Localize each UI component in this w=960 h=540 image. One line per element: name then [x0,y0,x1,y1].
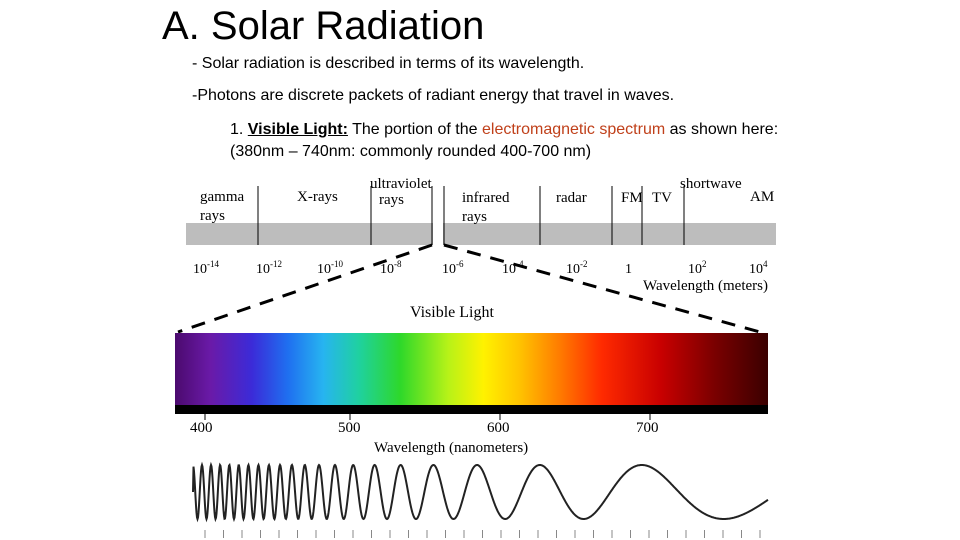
wave-axis-ticks [204,530,761,538]
band-gamma-line1: gamma [200,189,244,205]
band-tv: TV [652,190,672,206]
wavelength-label-3: 10-8 [380,259,402,277]
nanometers-axis-label: Wavelength (nanometers) [374,440,528,456]
band-infrared-line2: rays [462,209,487,225]
tick-500: 500 [338,420,361,436]
visible-axis-band [175,405,768,414]
wavelength-label-6: 10-2 [566,259,588,277]
band-ultraviolet-line1: ultraviolet [370,176,432,192]
band-dividers [257,186,685,245]
wavelength-label-2: 10-10 [317,259,343,277]
wavelength-label-7: 1 [625,262,632,277]
wavelength-label-8: 102 [688,259,707,277]
wavelength-label-1: 10-12 [256,259,282,277]
band-xrays: X-rays [297,189,338,205]
band-infrared-line1: infrared [462,190,510,206]
wavelength-label-0: 10-14 [193,259,219,277]
electromagnetic-spectrum-highlight: electromagnetic spectrum [481,121,666,138]
visible-light-term: Visible Light: [247,121,348,138]
subpoint-text-after: as shown here: (380nm – 740nm: commonly … [230,121,779,160]
band-am: AM [750,189,774,205]
wavelength-meter-labels: 10-14 10-12 10-10 10-8 10-6 10-4 10-2 1 102 104 [193,259,768,277]
band-gamma-line2: rays [200,208,225,224]
slide-title: A. Solar Radiation [162,4,485,48]
wavelength-label-4: 10-6 [442,259,464,277]
tick-700: 700 [636,420,659,436]
spectrum-strip [186,223,776,245]
band-fm: FM [621,190,643,206]
subpoint-text-before: The portion of the [352,121,478,138]
tick-600: 600 [487,420,510,436]
band-radar: radar [556,190,587,206]
zoom-lines [177,243,761,334]
bullet-photons: -Photons are discrete packets of radiant… [192,87,675,104]
visible-ticks [204,410,651,420]
visible-gap [433,223,443,245]
wave-illustration [192,461,769,523]
visible-light-label: Visible Light [410,304,494,321]
wavelength-label-9: 104 [749,259,768,277]
bullet-wavelength: - Solar radiation is described in terms … [192,55,585,72]
visible-light-subpoint: 1. Visible Light: The portion of the ele… [230,119,790,163]
tick-400: 400 [190,420,213,436]
wavelength-label-5: 10-4 [502,259,524,277]
meters-axis-label: Wavelength (meters) [643,278,768,294]
band-ultraviolet-line2: rays [379,192,404,208]
subpoint-number: 1. [230,121,244,138]
band-shortwave: shortwave [680,176,742,192]
visible-spectrum-bar [175,333,768,413]
